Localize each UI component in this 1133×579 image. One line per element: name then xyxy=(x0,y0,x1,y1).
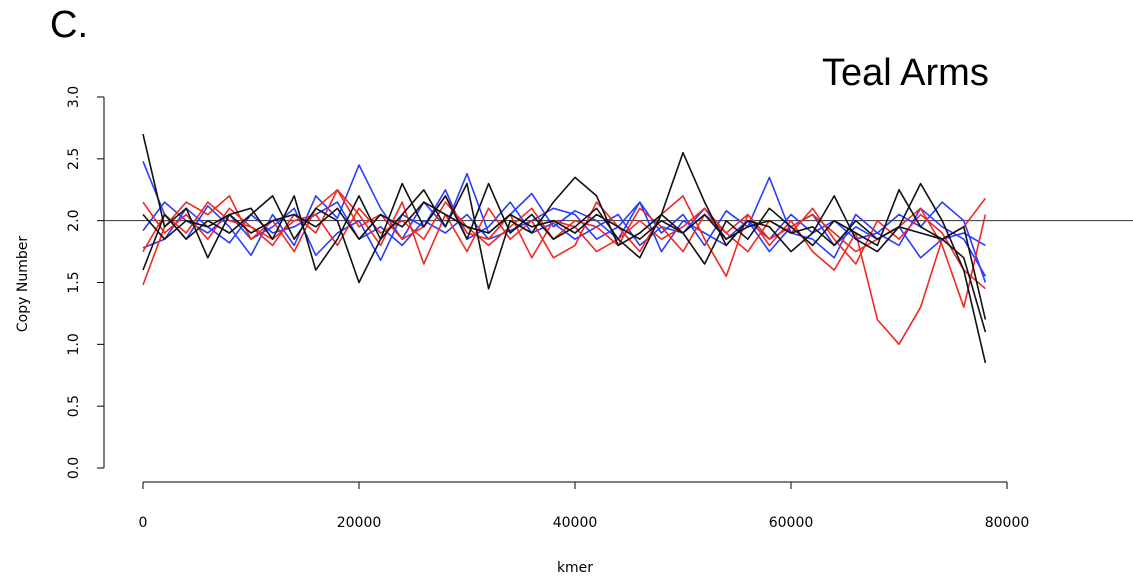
y-axis-label: Copy Number xyxy=(15,236,31,332)
x-axis-label: kmer xyxy=(557,560,593,576)
x-tick-label: 20000 xyxy=(337,515,382,531)
x-tick-label: 0 xyxy=(139,515,148,531)
y-tick-label: 2.0 xyxy=(66,210,82,232)
y-tick-label: 1.5 xyxy=(66,271,82,293)
chart-title: Teal Arms xyxy=(822,52,989,94)
x-tick-label: 40000 xyxy=(553,515,598,531)
series-line xyxy=(142,201,987,309)
x-tick-label: 60000 xyxy=(769,515,814,531)
y-tick-label: 1.0 xyxy=(66,333,82,355)
x-tick-label: 80000 xyxy=(985,515,1030,531)
y-tick-label: 2.5 xyxy=(66,148,82,170)
panel-label: C. xyxy=(50,4,88,46)
y-tick-label: 0.5 xyxy=(66,395,82,417)
y-tick-label: 0.0 xyxy=(66,457,82,479)
series-line xyxy=(142,201,987,333)
y-tick-label: 3.0 xyxy=(66,86,82,108)
series-layer xyxy=(142,133,987,364)
series-line xyxy=(142,189,986,290)
series-line xyxy=(142,189,987,346)
